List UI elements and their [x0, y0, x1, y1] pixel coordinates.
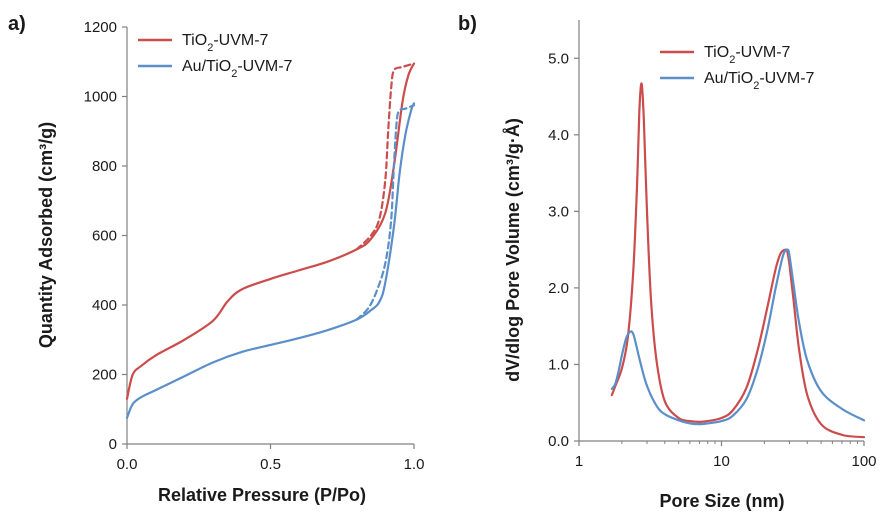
b-legend-label-base: TiO: [704, 44, 729, 61]
a-legend-label-subscript: 2: [207, 42, 213, 54]
b-x-tick-label: 100: [851, 453, 876, 470]
panel-b-pore-size-chart: b) 0.01.02.03.04.05.01 10 100 TiO2-UVM-7Au…: [458, 13, 877, 511]
a-y-tick-label: 400: [92, 297, 117, 314]
b-y-tick-label: 2.0: [548, 280, 569, 297]
a-legend-label-0: TiO2-UVM-7: [182, 32, 269, 54]
panel-b-axes: [574, 20, 865, 446]
b-y-tick-label: 0.0: [548, 433, 569, 450]
panel-a-series: [125, 62, 416, 420]
a-y-tick-label: 800: [92, 158, 117, 175]
a-y-tick-label: 1200: [84, 19, 117, 36]
panel-b-label: b): [458, 13, 477, 35]
a-series-line-3-dashed: [355, 104, 416, 321]
b-x-tick-label: 10: [713, 453, 730, 470]
b-legend-label-tail: -UVM-7: [735, 44, 790, 61]
panel-b-x-axis-title: Pore Size (nm): [659, 491, 784, 511]
b-legend-label-base: Au/TiO: [704, 70, 753, 87]
panel-b-legend: TiO2-UVM-7Au/TiO2-UVM-7: [660, 44, 815, 92]
b-legend-label-0: TiO2-UVM-7: [704, 44, 791, 66]
b-legend-label-1: Au/TiO2-UVM-7: [704, 70, 815, 92]
panel-b-series: [610, 82, 866, 439]
b-legend-label-tail: -UVM-7: [759, 70, 814, 87]
b-y-tick-label: 1.0: [548, 356, 569, 373]
a-legend-label-tail: -UVM-7: [237, 58, 292, 75]
a-x-tick-label: 1.0: [404, 456, 425, 473]
panel-a-label: a): [8, 13, 26, 35]
a-legend-label-subscript: 2: [231, 68, 237, 80]
b-y-tick-label: 5.0: [548, 50, 569, 67]
b-y-tick-label: 4.0: [548, 127, 569, 144]
a-legend-label-1: Au/TiO2-UVM-7: [182, 58, 293, 80]
b-x-tick-label: 1: [575, 453, 583, 470]
a-series-line-1-dashed: [355, 62, 416, 251]
a-x-tick-label: 0.5: [260, 456, 281, 473]
panel-b-tick-labels: 0.0 1.0 2.0 3.0 4.0 5.0 1 10 100: [548, 50, 876, 470]
panel-a-tick-labels: 0 200 400 600 800 1000 1200 0.0 0.5 1.0: [84, 19, 425, 473]
a-y-tick-label: 1000: [84, 89, 117, 106]
b-series-line-1: [610, 248, 866, 426]
a-x-tick-label: 0.0: [117, 456, 138, 473]
a-legend-label-tail: -UVM-7: [213, 32, 268, 49]
panel-a-axes: [122, 26, 415, 449]
a-legend-label-base: Au/TiO: [182, 58, 231, 75]
a-y-tick-label: 600: [92, 228, 117, 245]
b-legend-label-subscript: 2: [753, 80, 759, 92]
a-series-line-0: [125, 62, 416, 400]
b-y-tick-label: 3.0: [548, 203, 569, 220]
a-legend-label-base: TiO: [182, 32, 207, 49]
a-y-tick-label: 0: [109, 436, 117, 453]
b-legend-label-subscript: 2: [729, 54, 735, 66]
a-series-line-2: [125, 102, 416, 420]
panel-a-y-axis-title: Quantity Adsorbed (cm³/g): [36, 122, 56, 348]
panel-a-legend: TiO2-UVM-7Au/TiO2-UVM-7: [138, 32, 293, 80]
panel-b-y-axis-title: dV/dlog Pore Volume (cm³/g·Å): [503, 118, 523, 382]
b-series-line-0: [610, 82, 866, 439]
panel-a-x-axis-title: Relative Pressure (P/Po): [158, 485, 366, 505]
a-y-tick-label: 200: [92, 367, 117, 384]
